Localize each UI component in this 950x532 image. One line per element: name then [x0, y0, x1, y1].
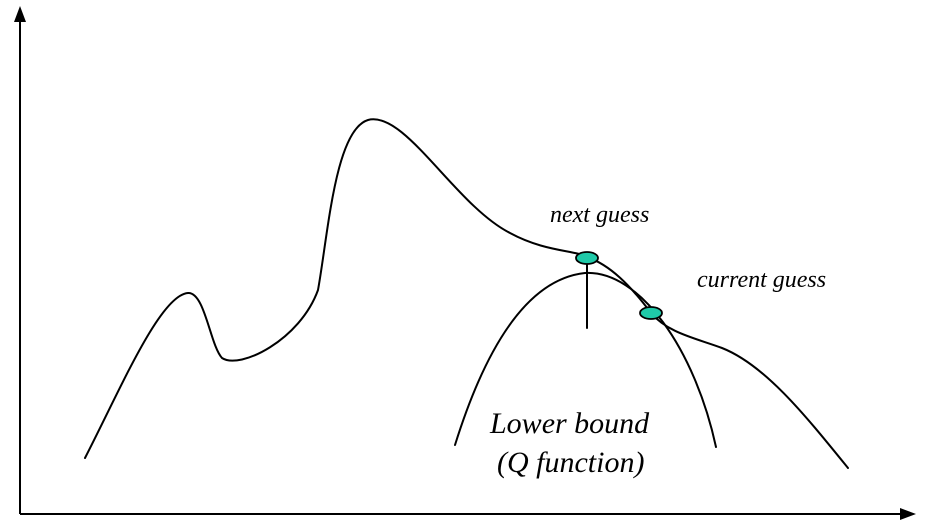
x-axis-arrowhead	[900, 508, 916, 520]
objective-curve	[84, 118, 849, 469]
lower-bound-label: Lower bound	[489, 407, 650, 440]
next-guess-label: next guess	[550, 202, 649, 228]
lower-bound-curve	[454, 271, 717, 448]
current-guess-marker	[639, 306, 663, 320]
next-guess-marker	[575, 251, 599, 265]
q-function-label: (Q function)	[497, 446, 644, 479]
current-guess-label: current guess	[697, 267, 826, 293]
y-axis-arrowhead	[14, 6, 26, 22]
